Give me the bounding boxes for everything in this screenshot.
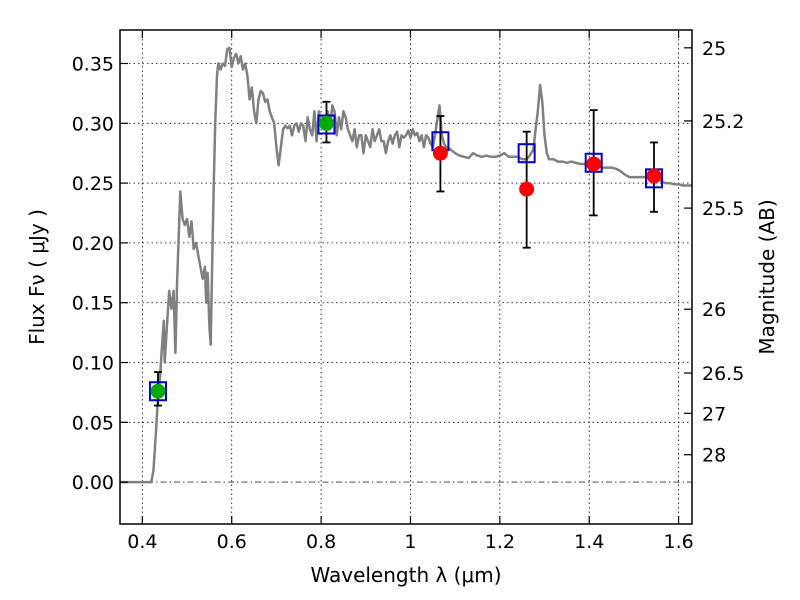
x-tick-label: 0.8 bbox=[306, 531, 336, 553]
y-tick-label: 0.20 bbox=[72, 233, 114, 255]
y-tick-label: 0.05 bbox=[72, 412, 114, 434]
data-series bbox=[120, 46, 692, 484]
y2-tick-label: 25.5 bbox=[702, 198, 744, 220]
model-spectrum-line bbox=[120, 46, 692, 484]
y2-tick-label: 26.5 bbox=[702, 363, 744, 385]
x-axis-label: Wavelength λ (μm) bbox=[310, 563, 501, 587]
model-flux-square-marker bbox=[517, 143, 536, 164]
y2-tick-label: 25.2 bbox=[702, 111, 744, 133]
observed-flux-point bbox=[150, 383, 166, 399]
x-tick-label: 1 bbox=[404, 531, 416, 553]
y-tick-label: 0.00 bbox=[72, 472, 114, 494]
y2-tick-label: 26 bbox=[702, 299, 726, 321]
model-flux-square-marker bbox=[584, 152, 603, 173]
x-tick-label: 0.4 bbox=[127, 531, 157, 553]
observed-flux-point bbox=[432, 145, 448, 161]
x-tick-label: 1.4 bbox=[574, 531, 604, 553]
observed-flux-point bbox=[646, 168, 662, 184]
axis-ticks: 0.4 0.6 0.8 1 1.2 1.4 1.6 0.00 0.05 0.10 0.15 0.20 0… bbox=[72, 30, 744, 553]
plot-frame bbox=[119, 29, 693, 525]
y2-tick-label: 28 bbox=[702, 445, 726, 467]
y-tick-label: 0.35 bbox=[72, 53, 114, 75]
observed-flux-point bbox=[519, 181, 535, 197]
y2-axis-label: Magnitude (AB) bbox=[755, 199, 779, 354]
model-flux-square-marker bbox=[317, 114, 336, 135]
y-tick-label: 0.10 bbox=[72, 353, 114, 375]
y-tick-label: 0.30 bbox=[72, 113, 114, 135]
y-tick-label: 0.15 bbox=[72, 293, 114, 315]
y-axis-label: Flux Fν ( μJy ) bbox=[25, 209, 49, 345]
x-tick-label: 1.6 bbox=[663, 531, 693, 553]
model-flux-square-marker bbox=[148, 381, 167, 402]
observed-flux-point bbox=[586, 156, 602, 172]
y2-tick-label: 25 bbox=[702, 38, 726, 60]
observed-flux-point bbox=[318, 115, 334, 131]
x-tick-label: 1.2 bbox=[485, 531, 515, 553]
y-tick-label: 0.25 bbox=[72, 173, 114, 195]
y2-tick-label: 27 bbox=[702, 403, 726, 425]
x-tick-label: 0.6 bbox=[217, 531, 247, 553]
